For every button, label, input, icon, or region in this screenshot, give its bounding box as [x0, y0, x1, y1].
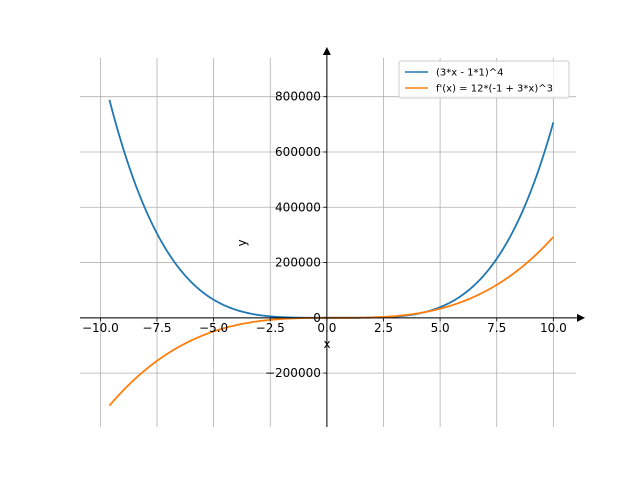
y-tick-label: 400000	[275, 200, 321, 214]
y-tick-label: 600000	[275, 145, 321, 159]
x-tick-label: 7.5	[487, 321, 506, 335]
legend: (3*x - 1*1)^4 f'(x) = 12*(-1 + 3*x)^3	[398, 60, 570, 99]
x-axis-title: x	[323, 337, 330, 351]
ticks: −10.0 −7.5 −5.0 −2.5 0.0 2.5 5.0 7.5 10.0 −200000…	[82, 90, 567, 380]
y-axis-title: y	[235, 239, 249, 246]
y-tick-label: 0	[313, 311, 321, 325]
y-axis-arrow	[322, 47, 331, 55]
x-tick-label: 5.0	[431, 321, 450, 335]
x-tick-label: −10.0	[82, 321, 119, 335]
legend-label-series-1: (3*x - 1*1)^4	[436, 68, 504, 79]
legend-box	[398, 60, 570, 99]
x-tick-label: −5.0	[199, 321, 228, 335]
legend-label-series-2: f'(x) = 12*(-1 + 3*x)^3	[436, 84, 553, 95]
y-tick-label: 200000	[275, 256, 321, 270]
x-tick-label: −2.5	[256, 321, 285, 335]
x-tick-label: 10.0	[540, 321, 567, 335]
y-tick-label: −200000	[265, 366, 321, 380]
x-tick-label: 2.5	[374, 321, 393, 335]
y-tick-label: 800000	[275, 90, 321, 104]
x-axis-arrow	[577, 313, 585, 322]
x-tick-label: 0.0	[317, 321, 336, 335]
axes	[80, 47, 585, 427]
x-tick-label: −7.5	[142, 321, 171, 335]
